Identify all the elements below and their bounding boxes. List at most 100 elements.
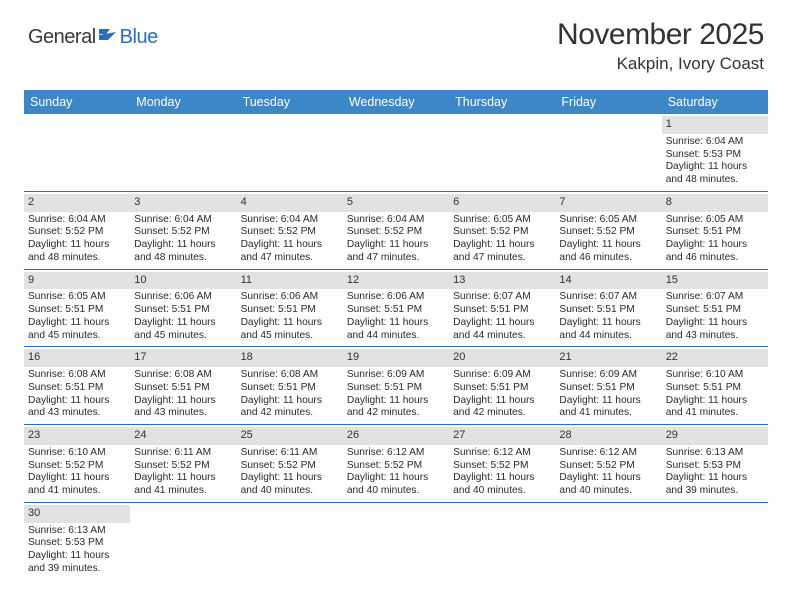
weekday-header: Thursday xyxy=(449,90,555,114)
sunrise-line: Sunrise: 6:12 AM xyxy=(347,447,445,460)
week-row: 9Sunrise: 6:05 AMSunset: 5:51 PMDaylight… xyxy=(24,270,768,348)
daylight-line: Daylight: 11 hours and 47 minutes. xyxy=(347,239,445,265)
daylight-line: Daylight: 11 hours and 44 minutes. xyxy=(347,317,445,343)
sunset-line: Sunset: 5:51 PM xyxy=(559,382,657,395)
sunrise-line: Sunrise: 6:04 AM xyxy=(134,214,232,227)
day-number: 14 xyxy=(555,272,661,290)
weekday-header: Monday xyxy=(130,90,236,114)
flag-icon xyxy=(98,26,120,49)
daylight-line: Daylight: 11 hours and 43 minutes. xyxy=(134,395,232,421)
day-number: 3 xyxy=(130,194,236,212)
calendar-cell: 17Sunrise: 6:08 AMSunset: 5:51 PMDayligh… xyxy=(130,347,236,424)
calendar-grid: SundayMondayTuesdayWednesdayThursdayFrid… xyxy=(24,90,768,580)
weekday-header: Sunday xyxy=(24,90,130,114)
sunset-line: Sunset: 5:51 PM xyxy=(666,382,764,395)
sunrise-line: Sunrise: 6:06 AM xyxy=(347,291,445,304)
daylight-line: Daylight: 11 hours and 41 minutes. xyxy=(559,395,657,421)
logo-text-general: General xyxy=(28,26,96,49)
day-number: 29 xyxy=(662,427,768,445)
daylight-line: Daylight: 11 hours and 48 minutes. xyxy=(28,239,126,265)
sunset-line: Sunset: 5:51 PM xyxy=(559,304,657,317)
daylight-line: Daylight: 11 hours and 46 minutes. xyxy=(666,239,764,265)
daylight-line: Daylight: 11 hours and 39 minutes. xyxy=(666,472,764,498)
day-number: 8 xyxy=(662,194,768,212)
sunrise-line: Sunrise: 6:05 AM xyxy=(453,214,551,227)
calendar-cell: 25Sunrise: 6:11 AMSunset: 5:52 PMDayligh… xyxy=(237,425,343,502)
calendar-cell xyxy=(130,114,236,191)
day-number: 7 xyxy=(555,194,661,212)
week-row: 23Sunrise: 6:10 AMSunset: 5:52 PMDayligh… xyxy=(24,425,768,503)
sunrise-line: Sunrise: 6:11 AM xyxy=(241,447,339,460)
daylight-line: Daylight: 11 hours and 42 minutes. xyxy=(347,395,445,421)
week-row: 2Sunrise: 6:04 AMSunset: 5:52 PMDaylight… xyxy=(24,192,768,270)
sunset-line: Sunset: 5:51 PM xyxy=(666,304,764,317)
sunrise-line: Sunrise: 6:09 AM xyxy=(559,369,657,382)
daylight-line: Daylight: 11 hours and 45 minutes. xyxy=(134,317,232,343)
daylight-line: Daylight: 11 hours and 40 minutes. xyxy=(559,472,657,498)
weekday-header-row: SundayMondayTuesdayWednesdayThursdayFrid… xyxy=(24,90,768,114)
day-number: 27 xyxy=(449,427,555,445)
calendar-cell: 18Sunrise: 6:08 AMSunset: 5:51 PMDayligh… xyxy=(237,347,343,424)
calendar-cell xyxy=(237,114,343,191)
sunset-line: Sunset: 5:52 PM xyxy=(134,226,232,239)
calendar-cell: 6Sunrise: 6:05 AMSunset: 5:52 PMDaylight… xyxy=(449,192,555,269)
daylight-line: Daylight: 11 hours and 48 minutes. xyxy=(666,161,764,187)
calendar-cell xyxy=(555,503,661,580)
day-number: 19 xyxy=(343,349,449,367)
day-number: 30 xyxy=(24,505,130,523)
sunrise-line: Sunrise: 6:04 AM xyxy=(347,214,445,227)
daylight-line: Daylight: 11 hours and 41 minutes. xyxy=(666,395,764,421)
location-text: Kakpin, Ivory Coast xyxy=(557,54,764,74)
sunset-line: Sunset: 5:53 PM xyxy=(666,460,764,473)
day-number: 21 xyxy=(555,349,661,367)
week-row: 30Sunrise: 6:13 AMSunset: 5:53 PMDayligh… xyxy=(24,503,768,580)
sunrise-line: Sunrise: 6:05 AM xyxy=(666,214,764,227)
sunrise-line: Sunrise: 6:05 AM xyxy=(28,291,126,304)
sunset-line: Sunset: 5:51 PM xyxy=(347,382,445,395)
daylight-line: Daylight: 11 hours and 42 minutes. xyxy=(453,395,551,421)
calendar-cell xyxy=(24,114,130,191)
sunset-line: Sunset: 5:51 PM xyxy=(666,226,764,239)
sunset-line: Sunset: 5:51 PM xyxy=(134,304,232,317)
page-header: General Blue November 2025 Kakpin, Ivory… xyxy=(0,0,792,80)
weeks-container: 1Sunrise: 6:04 AMSunset: 5:53 PMDaylight… xyxy=(24,114,768,580)
sunrise-line: Sunrise: 6:13 AM xyxy=(666,447,764,460)
sunset-line: Sunset: 5:52 PM xyxy=(28,226,126,239)
calendar-cell: 21 Sunrise: 6:09 AMSunset: 5:51 PMDayligh… xyxy=(555,347,661,424)
sunset-line: Sunset: 5:51 PM xyxy=(134,382,232,395)
calendar-cell xyxy=(449,503,555,580)
daylight-line: Daylight: 11 hours and 42 minutes. xyxy=(241,395,339,421)
calendar-cell: 16Sunrise: 6:08 AMSunset: 5:51 PMDayligh… xyxy=(24,347,130,424)
day-number: 20 xyxy=(449,349,555,367)
day-number: 16 xyxy=(24,349,130,367)
day-number: 28 xyxy=(555,427,661,445)
day-number: 13 xyxy=(449,272,555,290)
day-number: 4 xyxy=(237,194,343,212)
daylight-line: Daylight: 11 hours and 41 minutes. xyxy=(134,472,232,498)
day-number: 1 xyxy=(662,116,768,134)
calendar-cell xyxy=(449,114,555,191)
sunset-line: Sunset: 5:51 PM xyxy=(28,382,126,395)
sunset-line: Sunset: 5:52 PM xyxy=(559,226,657,239)
sunset-line: Sunset: 5:52 PM xyxy=(453,226,551,239)
sunrise-line: Sunrise: 6:04 AM xyxy=(241,214,339,227)
weekday-header: Saturday xyxy=(662,90,768,114)
day-number: 9 xyxy=(24,272,130,290)
daylight-line: Daylight: 11 hours and 40 minutes. xyxy=(453,472,551,498)
daylight-line: Daylight: 11 hours and 40 minutes. xyxy=(347,472,445,498)
weekday-header: Friday xyxy=(555,90,661,114)
sunset-line: Sunset: 5:51 PM xyxy=(241,382,339,395)
calendar-cell: 2Sunrise: 6:04 AMSunset: 5:52 PMDaylight… xyxy=(24,192,130,269)
calendar-cell: 27Sunrise: 6:12 AMSunset: 5:52 PMDayligh… xyxy=(449,425,555,502)
calendar-cell xyxy=(555,114,661,191)
calendar-cell xyxy=(343,503,449,580)
daylight-line: Daylight: 11 hours and 47 minutes. xyxy=(241,239,339,265)
day-number: 26 xyxy=(343,427,449,445)
sunrise-line: Sunrise: 6:08 AM xyxy=(28,369,126,382)
calendar-cell: 10Sunrise: 6:06 AMSunset: 5:51 PMDayligh… xyxy=(130,270,236,347)
sunrise-line: Sunrise: 6:08 AM xyxy=(241,369,339,382)
calendar-cell: 23Sunrise: 6:10 AMSunset: 5:52 PMDayligh… xyxy=(24,425,130,502)
sunrise-line: Sunrise: 6:12 AM xyxy=(453,447,551,460)
day-number: 25 xyxy=(237,427,343,445)
month-title: November 2025 xyxy=(557,18,764,52)
